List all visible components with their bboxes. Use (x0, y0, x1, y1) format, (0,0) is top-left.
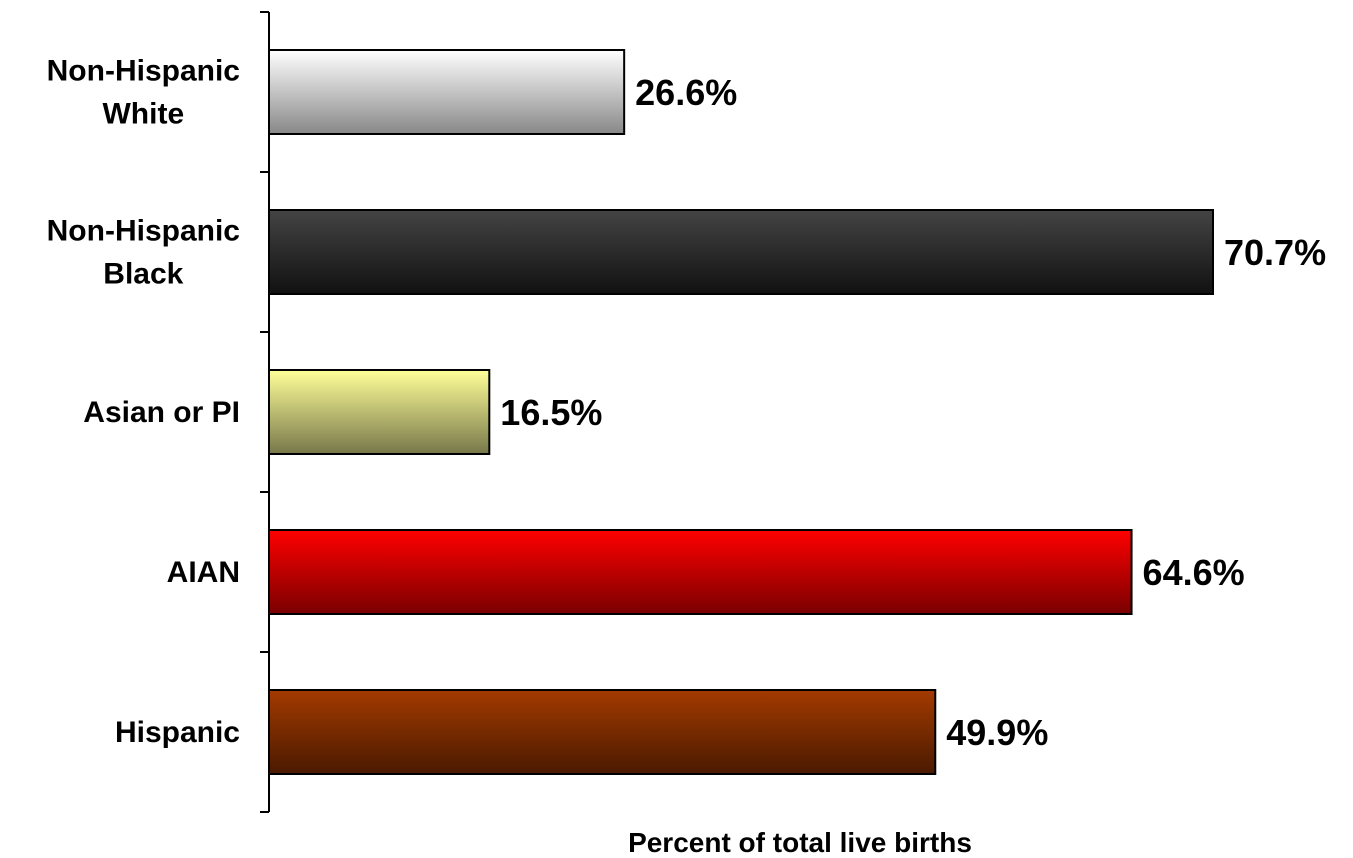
data-label: 70.7% (1224, 232, 1326, 273)
y-axis (260, 11, 270, 813)
bar (268, 369, 491, 455)
category-label: Non-Hispanic (47, 55, 240, 88)
data-label: 16.5% (500, 392, 602, 433)
category-label: AIAN (167, 556, 240, 589)
category-label: Hispanic (115, 716, 240, 749)
bar (268, 529, 1133, 615)
data-label: 49.9% (946, 712, 1048, 753)
category-label: Asian or PI (83, 396, 240, 429)
bar (268, 689, 937, 775)
bars (268, 49, 1214, 775)
data-label: 26.6% (635, 72, 737, 113)
value-labels: 26.6% 70.7% 16.5% 64.6% 49.9% (500, 72, 1326, 753)
category-label: White (102, 98, 184, 131)
data-label: 64.6% (1143, 552, 1245, 593)
category-labels: Non-Hispanic White Non-Hispanic Black Asian … (47, 55, 240, 750)
category-label: Non-Hispanic (47, 215, 240, 248)
x-axis-title: Percent of total live births (628, 827, 972, 858)
bar (268, 49, 626, 135)
bar (268, 209, 1214, 295)
category-label: Black (103, 258, 183, 291)
